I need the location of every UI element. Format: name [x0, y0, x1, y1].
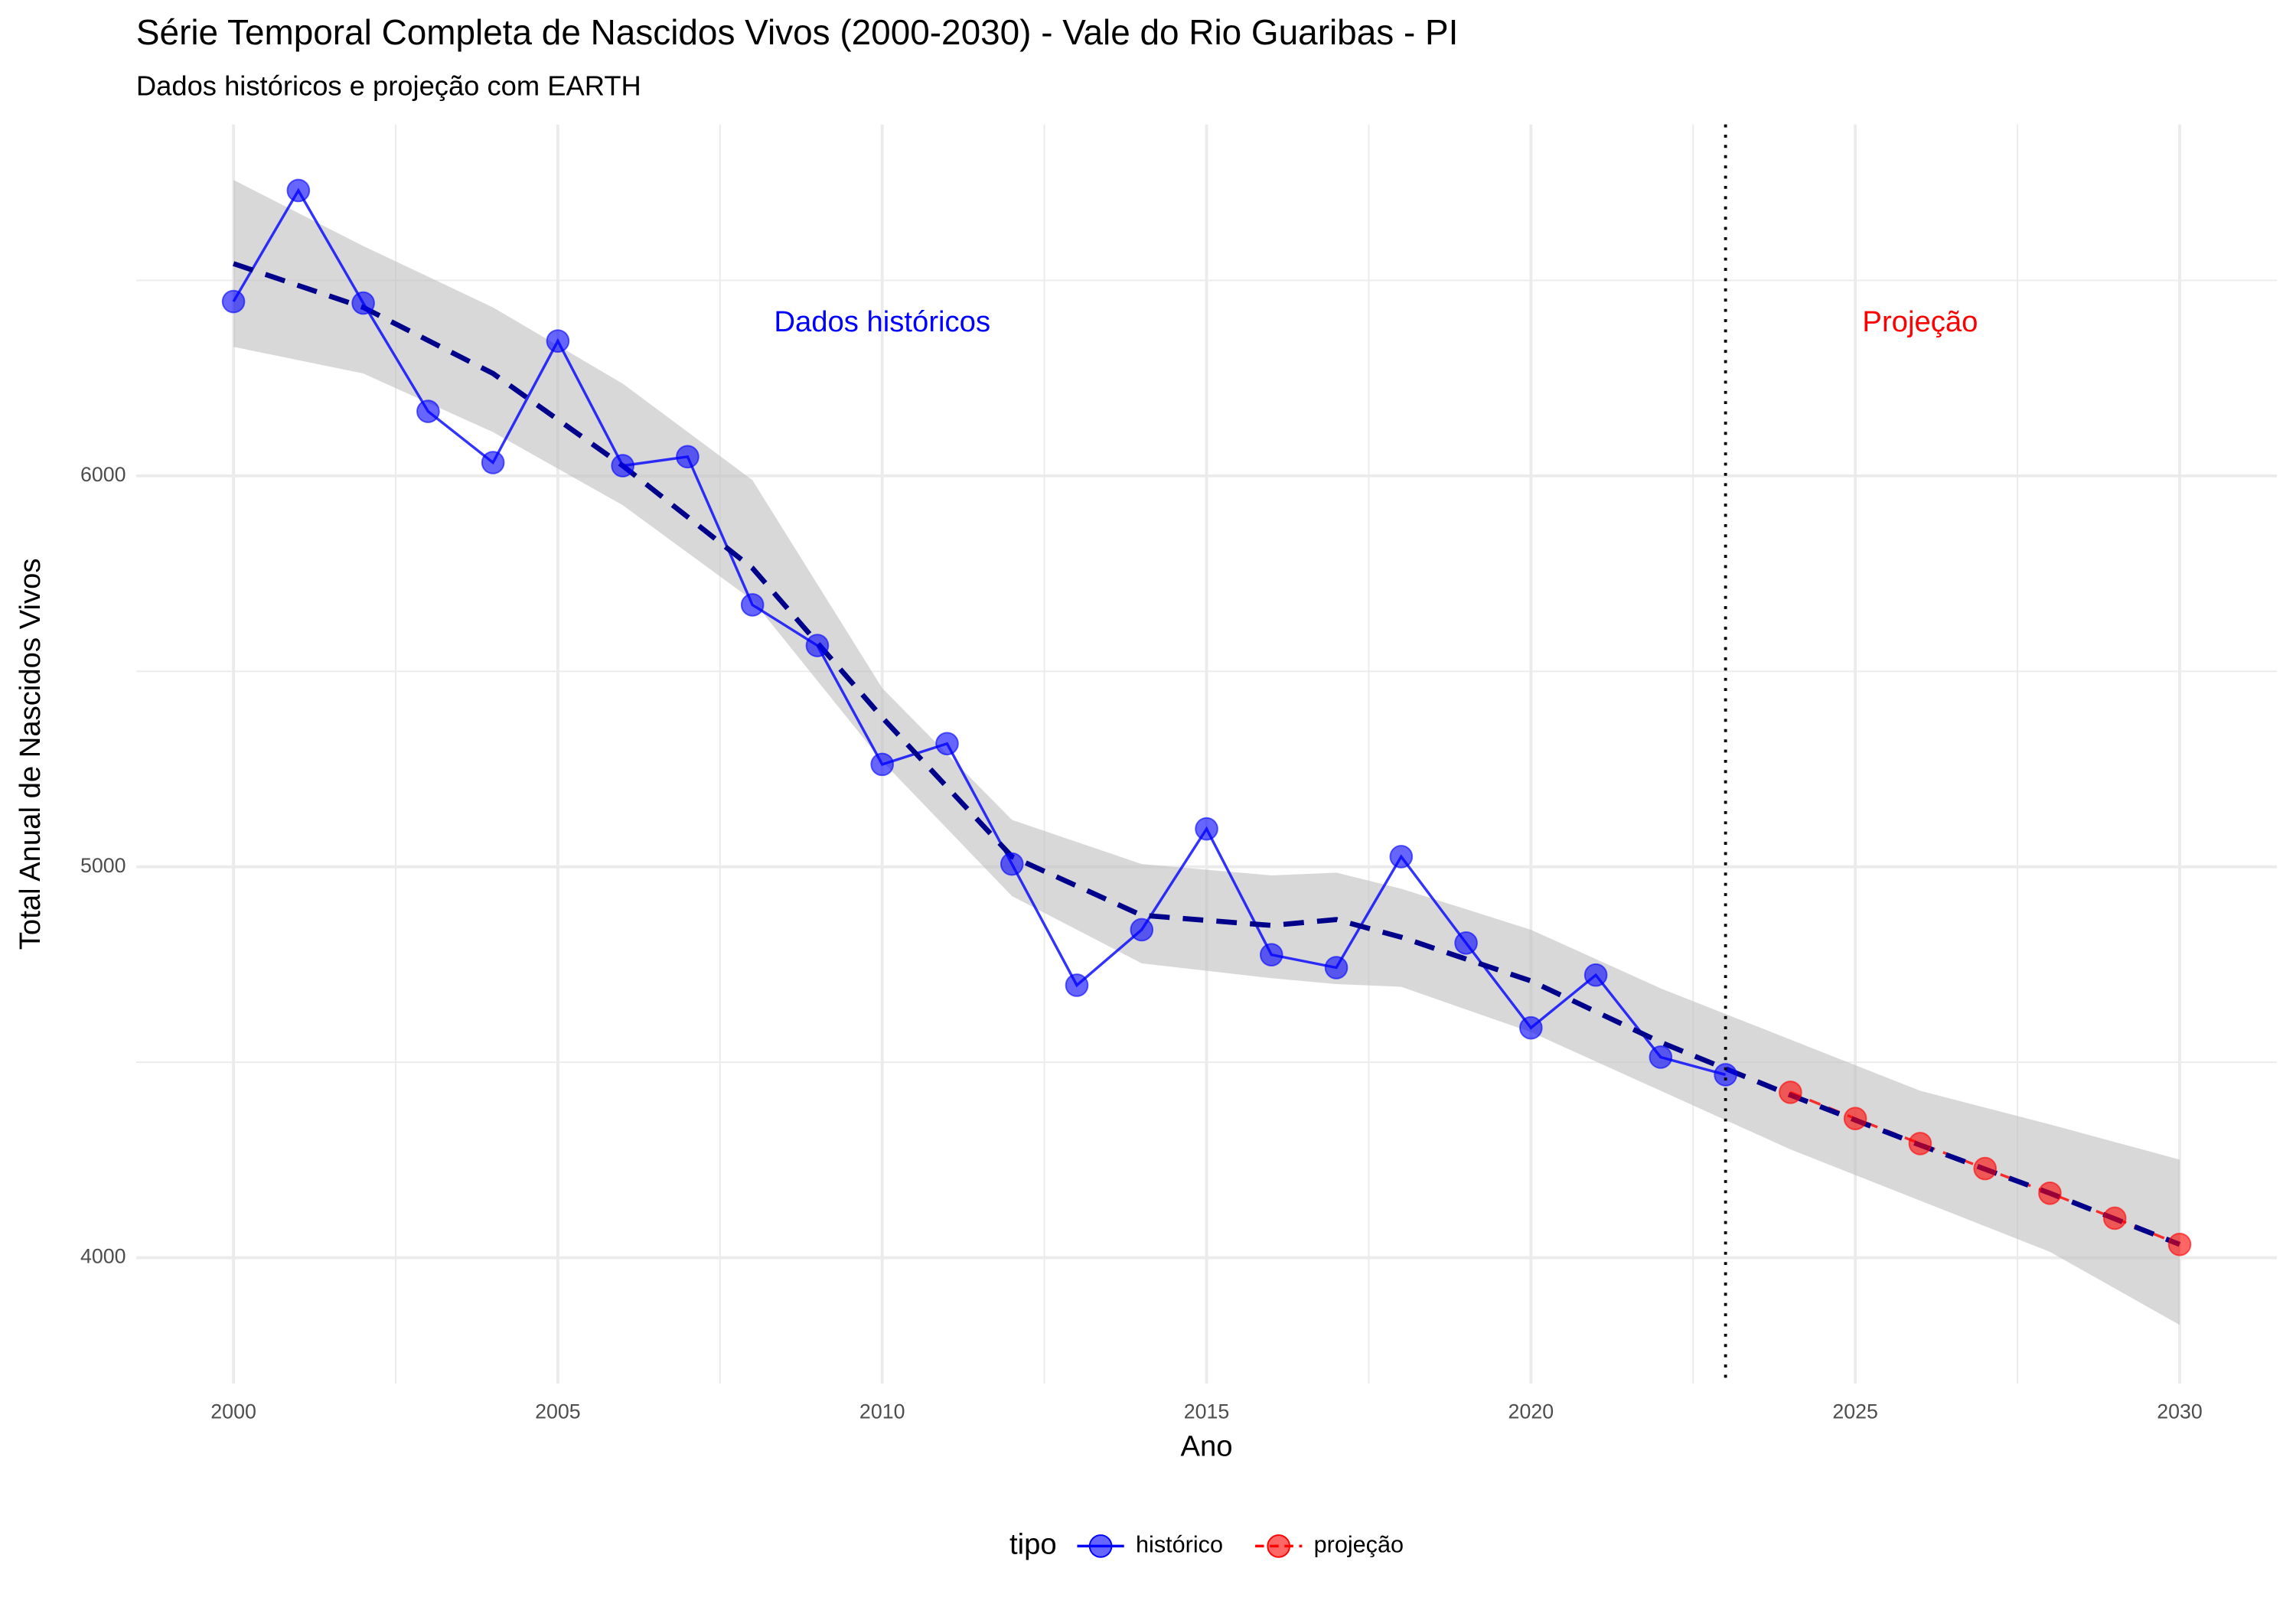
data-point — [870, 752, 895, 777]
data-point — [416, 399, 440, 423]
data-point — [935, 732, 959, 756]
x-tick-label: 2000 — [210, 1400, 256, 1423]
data-point — [546, 329, 570, 353]
data-point — [2038, 1181, 2062, 1205]
confidence-band — [233, 180, 2180, 1325]
x-tick-label: 2025 — [1832, 1400, 1878, 1423]
data-point — [1714, 1063, 1737, 1087]
annotation: Projeção — [1862, 305, 1978, 338]
data-point — [351, 291, 375, 315]
data-point — [1843, 1107, 1867, 1130]
y-tick-label: 6000 — [80, 463, 126, 486]
data-point — [1259, 943, 1283, 966]
y-tick-label: 4000 — [80, 1245, 126, 1268]
legend-label: histórico — [1136, 1532, 1223, 1558]
annotation: Dados históricos — [774, 305, 990, 338]
legend: tipo histórico projeção — [1009, 1528, 1404, 1561]
data-point — [481, 451, 505, 474]
data-point — [286, 178, 311, 203]
data-point — [1519, 1015, 1543, 1040]
legend-key-point — [1267, 1534, 1291, 1558]
data-point — [1779, 1081, 1802, 1104]
data-point — [221, 289, 246, 314]
data-point — [676, 445, 700, 469]
legend-label: projeção — [1314, 1532, 1404, 1558]
legend-item: histórico — [1077, 1532, 1223, 1558]
data-point — [1195, 817, 1218, 841]
data-point — [2167, 1232, 2192, 1257]
data-point — [2102, 1206, 2127, 1231]
data-point — [1000, 852, 1024, 876]
chart-title: Série Temporal Completa de Nascidos Vivo… — [136, 12, 1458, 52]
series-line — [232, 187, 1727, 1077]
data-point — [1324, 956, 1349, 980]
data-point — [1583, 963, 1608, 987]
y-tick-label: 5000 — [80, 854, 126, 877]
data-point — [1908, 1132, 1932, 1156]
chart-subtitle: Dados históricos e projeção com EARTH — [136, 70, 641, 101]
data-point — [1130, 918, 1154, 942]
data-point — [1389, 845, 1414, 869]
data-point — [740, 593, 765, 617]
x-tick-label: 2015 — [1184, 1400, 1230, 1423]
data-point — [1973, 1156, 1997, 1181]
x-tick-label: 2005 — [535, 1400, 581, 1423]
data-point — [1454, 931, 1478, 955]
trend-line — [233, 261, 2181, 1247]
x-axis-label: Ano — [1180, 1429, 1232, 1462]
x-tick-label: 2020 — [1508, 1400, 1554, 1423]
data-point — [805, 634, 830, 657]
data-point — [1649, 1045, 1673, 1069]
legend-key-point — [1088, 1534, 1113, 1558]
legend-title: tipo — [1009, 1528, 1057, 1561]
legend-item: projeção — [1255, 1532, 1404, 1558]
data-point — [611, 454, 634, 478]
data-point — [1065, 973, 1089, 997]
y-axis-label: Total Anual de Nascidos Vivos — [14, 558, 47, 950]
x-tick-label: 2030 — [2157, 1400, 2203, 1423]
x-tick-label: 2010 — [859, 1400, 905, 1423]
